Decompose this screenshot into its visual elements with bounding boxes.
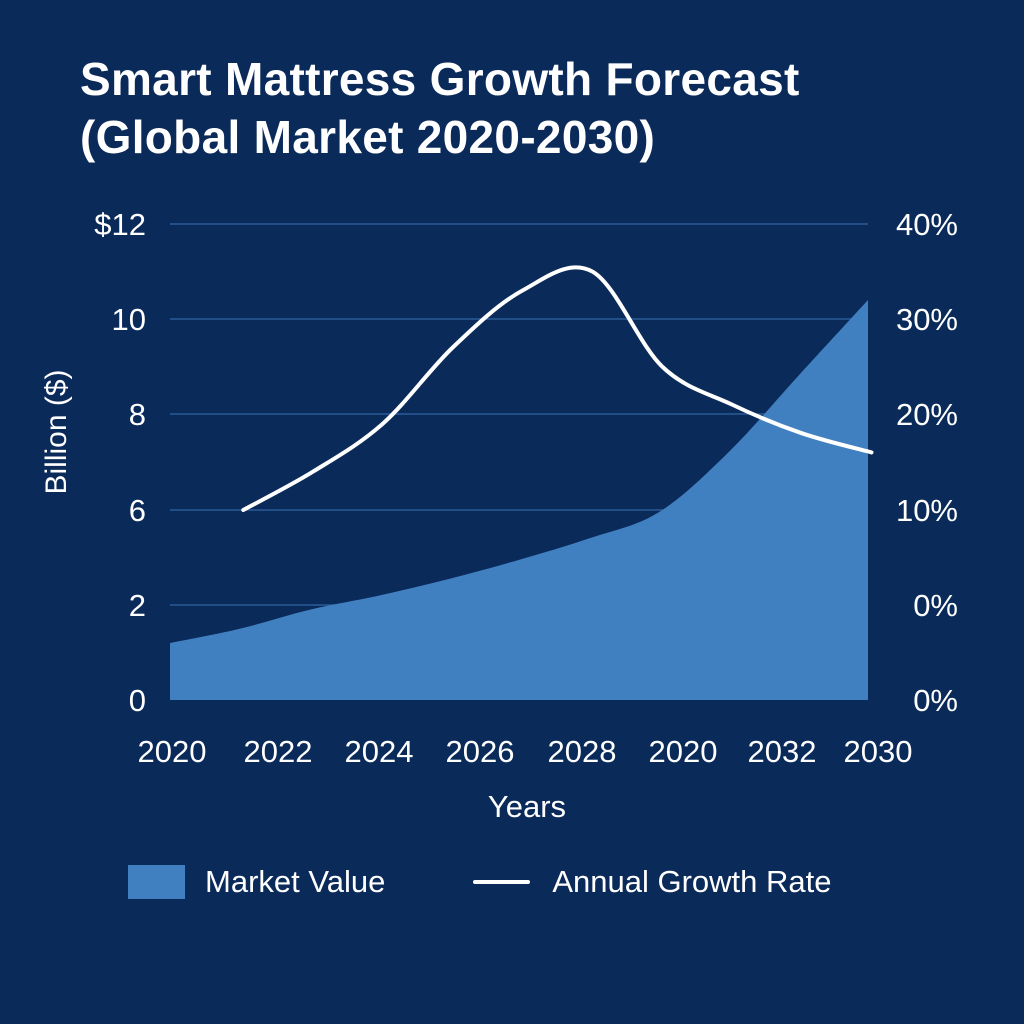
- growth-rate-line: [241, 265, 874, 512]
- right-tick-label: 0%: [913, 588, 958, 623]
- chart-title: Smart Mattress Growth Forecast (Global M…: [80, 50, 1000, 166]
- x-tick-label: 2024: [345, 734, 414, 769]
- x-axis-title: Years: [488, 789, 566, 824]
- market-value-area: [170, 300, 868, 700]
- left-tick-label: 0: [129, 683, 146, 718]
- right-tick-label: 0%: [913, 683, 958, 718]
- x-tick-label: 2028: [548, 734, 617, 769]
- left-axis-ticks: 0 2 6 8 10 $12: [94, 207, 146, 718]
- legend-item-market-value[interactable]: Market Value: [128, 864, 385, 900]
- legend-swatch-growth-rate: [473, 880, 531, 884]
- x-axis-ticks: 2020 2022 2024 2026 2028 2020 2032 2030: [138, 734, 913, 769]
- chart-legend: Market Value Annual Growth Rate: [128, 858, 832, 906]
- left-tick-label: 2: [129, 588, 146, 623]
- left-tick-label: 8: [129, 397, 146, 432]
- x-tick-label: 2020: [649, 734, 718, 769]
- legend-swatch-market-value: [128, 865, 185, 899]
- legend-item-growth-rate[interactable]: Annual Growth Rate: [473, 864, 832, 900]
- x-tick-label: 2020: [138, 734, 207, 769]
- right-tick-label: 10%: [896, 493, 958, 528]
- left-tick-label: 6: [129, 493, 146, 528]
- right-tick-label: 40%: [896, 207, 958, 242]
- left-tick-label: 10: [112, 302, 146, 337]
- market-value-area-layer: [170, 300, 868, 700]
- legend-label-growth-rate: Annual Growth Rate: [552, 864, 832, 899]
- left-tick-label: $12: [94, 207, 146, 242]
- chart-title-line-2: (Global Market 2020-2030): [80, 111, 656, 163]
- y-axis-title: Billion ($): [40, 369, 73, 494]
- x-tick-label: 2032: [748, 734, 817, 769]
- right-tick-label: 20%: [896, 397, 958, 432]
- right-tick-label: 30%: [896, 302, 958, 337]
- growth-rate-line-layer: [241, 265, 874, 512]
- legend-label-market-value: Market Value: [205, 864, 386, 899]
- x-tick-label: 2022: [244, 734, 313, 769]
- x-tick-label: 2030: [844, 734, 913, 769]
- right-axis-ticks: 0% 0% 10% 20% 30% 40%: [896, 207, 958, 718]
- chart-title-line-1: Smart Mattress Growth Forecast: [80, 53, 800, 105]
- x-tick-label: 2026: [446, 734, 515, 769]
